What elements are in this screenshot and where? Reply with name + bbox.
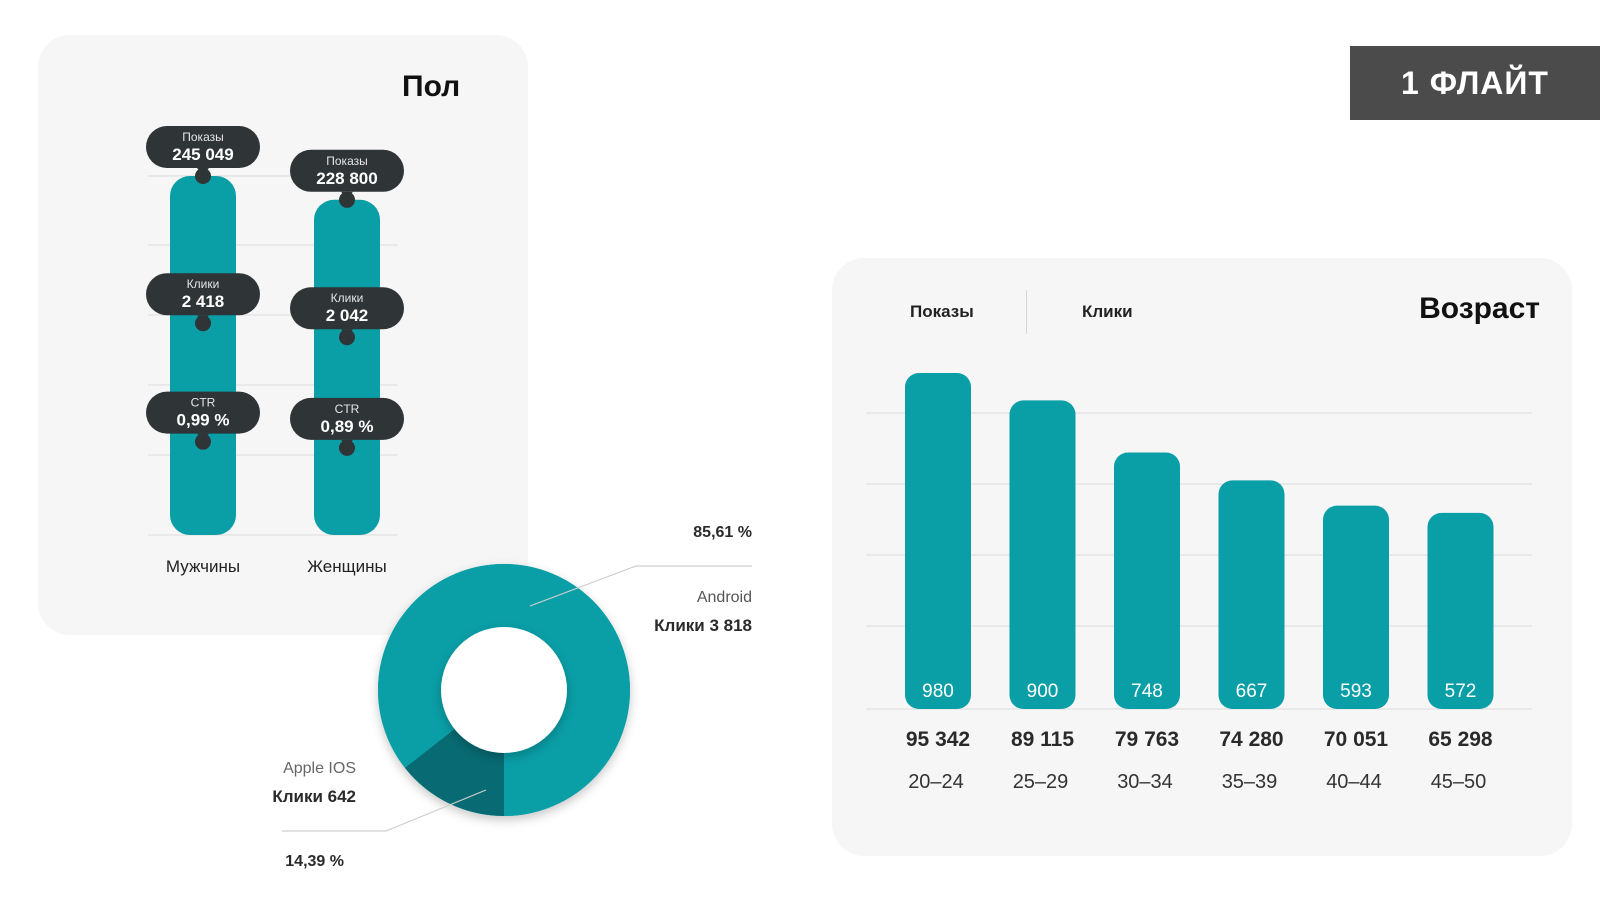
- slice-percent-label: 14,39 %: [285, 853, 344, 870]
- gender-category-label: Мужчины: [166, 557, 240, 576]
- age-bar: [1009, 400, 1076, 709]
- bar-point-marker: [339, 439, 355, 456]
- age-bar-value-label: 748: [1131, 681, 1163, 702]
- tab-clicks[interactable]: Клики: [1082, 302, 1133, 321]
- age-shows-label: 65 298: [1428, 728, 1493, 751]
- gender-category-label: Женщины: [307, 557, 386, 576]
- slice-name-label: Android: [697, 589, 752, 606]
- age-bar: [1114, 452, 1180, 709]
- bar-point-marker: [195, 168, 211, 184]
- gender-bar: [314, 199, 380, 535]
- bar-point-marker: [195, 433, 211, 450]
- age-shows-label: 89 115: [1011, 728, 1074, 751]
- age-shows-label: 74 280: [1219, 728, 1283, 751]
- age-metric-tabs: Показы Клики: [890, 290, 1190, 334]
- platform-donut-chart: 85,61 % Android Клики 3 818 Apple IOS Клики …: [272, 524, 752, 870]
- bar-point-marker: [195, 315, 211, 332]
- slice-clicks-label: Клики 3 818: [654, 616, 752, 635]
- leader-line: [529, 565, 752, 607]
- age-bar-value-label: 667: [1236, 681, 1268, 702]
- bubble-clicks: [146, 273, 260, 316]
- slice-name-label: Apple IOS: [283, 760, 356, 777]
- age-shows-label: 70 051: [1324, 728, 1389, 751]
- bar-point-marker: [339, 191, 355, 208]
- bubble-metric-name: CTR: [335, 402, 360, 416]
- age-bar-value-label: 572: [1445, 681, 1477, 702]
- age-chart: 980 95 342 20–24 900 89 115 25–29 748 79 763 30–…: [866, 373, 1532, 793]
- gender-chart-title: Пол: [402, 70, 461, 103]
- bubble-metric-value: 0,89 %: [321, 417, 374, 436]
- bubble-ctr: [290, 397, 404, 440]
- bubble-metric-name: Клики: [331, 291, 364, 305]
- age-category-label: 45–50: [1431, 771, 1487, 793]
- bubble-metric-value: 228 800: [316, 169, 377, 188]
- bubble-metric-value: 245 049: [172, 145, 233, 164]
- bubble-metric-value: 2 418: [182, 292, 225, 311]
- age-category-label: 20–24: [908, 771, 964, 793]
- bubble-metric-name: Показы: [182, 130, 223, 144]
- age-bar-value-label: 980: [922, 681, 954, 702]
- slice-clicks-label: Клики 642: [272, 787, 356, 806]
- brand-badge: 1 ФЛАЙТ: [1350, 46, 1600, 120]
- age-shows-label: 95 342: [906, 728, 970, 751]
- age-category-label: 25–29: [1013, 771, 1069, 793]
- bubble-shows: [146, 126, 260, 168]
- tab-divider: [1026, 290, 1027, 334]
- gender-bar: [170, 176, 236, 535]
- donut-slice: [404, 728, 504, 816]
- age-chart-title: Возраст: [1419, 292, 1540, 325]
- age-bar: [905, 373, 971, 709]
- age-bar-value-label: 593: [1340, 681, 1372, 702]
- bubble-shows: [290, 149, 404, 192]
- bubble-clicks: [290, 287, 404, 330]
- age-shows-label: 79 763: [1115, 728, 1179, 751]
- tab-shows[interactable]: Показы: [910, 302, 974, 321]
- bubble-metric-value: 0,99 %: [177, 411, 230, 430]
- leader-line: [282, 789, 487, 832]
- bubble-metric-name: Показы: [326, 154, 367, 168]
- bar-point-marker: [339, 329, 355, 346]
- bubble-metric-name: Клики: [187, 277, 220, 291]
- bubble-metric-name: CTR: [191, 396, 216, 410]
- donut-slice: [378, 564, 630, 816]
- age-bar: [1323, 505, 1389, 709]
- slice-percent-label: 85,61 %: [693, 524, 752, 541]
- age-bar: [1427, 512, 1494, 709]
- bubble-metric-value: 2 042: [326, 306, 369, 325]
- donut-hole: [441, 627, 567, 753]
- bubble-ctr: [146, 391, 260, 434]
- age-bar-value-label: 900: [1027, 681, 1059, 702]
- age-category-label: 40–44: [1326, 771, 1382, 793]
- age-category-label: 30–34: [1117, 771, 1173, 793]
- age-bar: [1218, 480, 1285, 709]
- age-category-label: 35–39: [1222, 771, 1278, 793]
